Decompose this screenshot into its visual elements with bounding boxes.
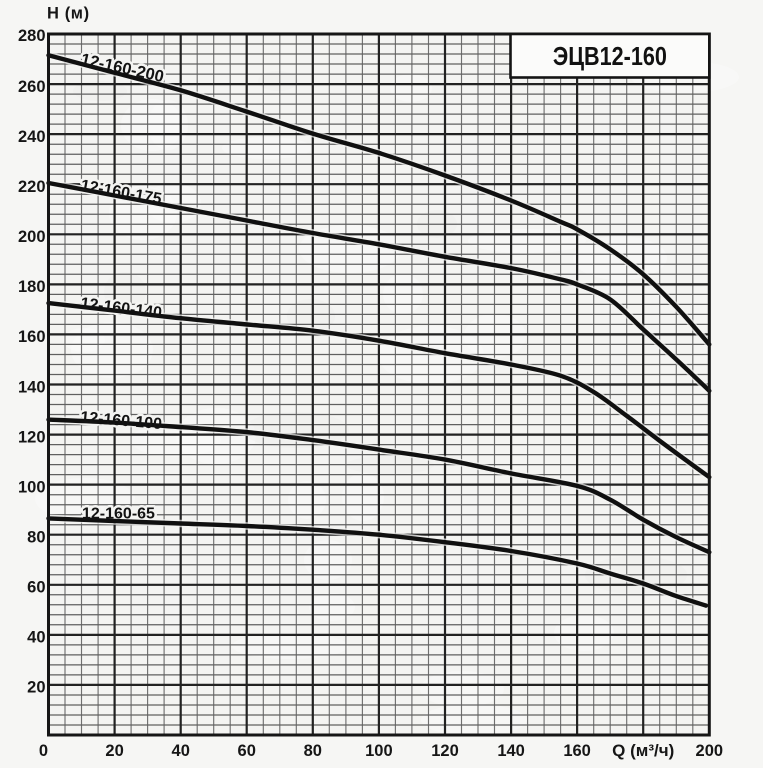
svg-text:200: 200	[18, 228, 46, 246]
svg-text:60: 60	[238, 742, 256, 760]
svg-text:40: 40	[27, 629, 45, 647]
svg-text:120: 120	[18, 428, 46, 446]
svg-text:0: 0	[39, 742, 48, 760]
svg-text:20: 20	[27, 679, 45, 697]
svg-text:H (м): H (м)	[47, 5, 90, 23]
svg-text:180: 180	[18, 278, 46, 296]
svg-text:160: 160	[563, 742, 591, 760]
svg-text:160: 160	[18, 328, 46, 346]
svg-text:80: 80	[27, 529, 45, 547]
svg-text:100: 100	[365, 742, 393, 760]
svg-text:140: 140	[18, 378, 46, 396]
svg-text:240: 240	[18, 128, 46, 146]
svg-text:100: 100	[18, 478, 46, 496]
svg-text:200: 200	[696, 742, 724, 760]
svg-text:Q (м³/ч): Q (м³/ч)	[612, 741, 674, 760]
svg-text:20: 20	[105, 742, 123, 760]
svg-text:ЭЦВ12-160: ЭЦВ12-160	[553, 41, 667, 71]
svg-text:80: 80	[304, 742, 322, 760]
svg-text:280: 280	[18, 27, 46, 45]
svg-text:12-160-65: 12-160-65	[82, 506, 155, 523]
svg-text:140: 140	[497, 742, 525, 760]
svg-text:220: 220	[18, 178, 46, 196]
svg-text:260: 260	[18, 78, 46, 96]
svg-text:60: 60	[27, 579, 45, 597]
svg-text:120: 120	[431, 742, 459, 760]
svg-text:40: 40	[172, 742, 190, 760]
